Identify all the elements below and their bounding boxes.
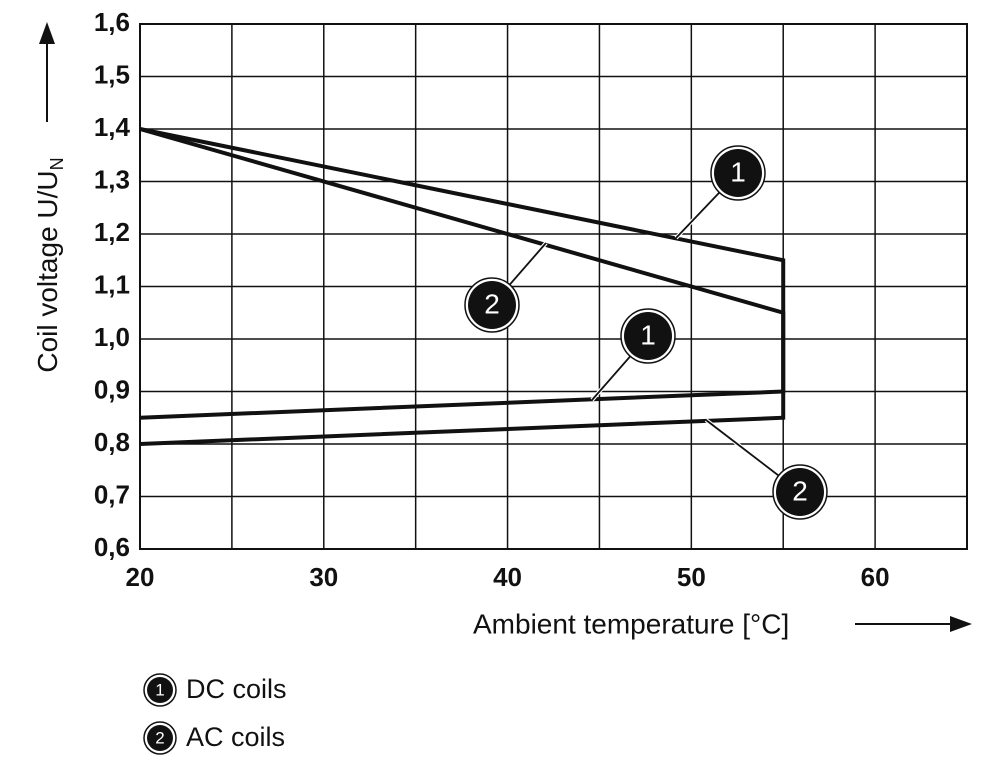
plot-frame [139,23,968,550]
callout-number: 2 [155,728,164,747]
y-tick-label: 1,2 [94,217,130,247]
callout-badge [468,281,516,329]
y-tick-label: 1,6 [94,7,130,37]
callout-badge [147,677,173,703]
callout-number: 1 [155,680,164,699]
y-tick-label: 0,8 [94,427,130,457]
y-tick-label: 1,3 [94,164,130,194]
label-part: Coil voltage U/U [32,170,63,372]
x-tick-label: 50 [677,562,706,592]
y-tick-label: 1,0 [94,322,130,352]
y-axis-label: Coil voltage U/UN [32,157,66,372]
y-tick-label: 0,7 [94,479,130,509]
callout-number: 1 [730,156,746,187]
y-arrowhead [39,22,55,44]
y-tick-label: 1,4 [94,112,131,142]
x-tick-label: 60 [861,562,890,592]
label-part: N [47,157,67,170]
x-tick-label: 40 [493,562,522,592]
y-tick-label: 0,6 [94,532,130,562]
x-axis-label: Ambient temperature [°C] [473,608,789,639]
y-axis-title: Coil voltage U/UN [32,157,66,372]
y-tick-label: 1,5 [94,59,130,89]
callout-badge [147,725,173,751]
y-tick-label: 1,1 [94,269,130,299]
callout-number: 2 [792,475,808,506]
x-tick-label: 20 [126,562,155,592]
callout-badge [624,312,672,360]
series-line [139,127,786,420]
callout-number: 1 [640,319,656,350]
callout-badge [776,468,824,516]
series-line [139,127,786,446]
y-tick-label: 0,9 [94,374,130,404]
legend-label: DC coils [186,674,287,704]
x-arrowhead [950,616,972,632]
callout-badge [714,149,762,197]
callout-number: 2 [484,288,500,319]
x-tick-label: 30 [309,562,338,592]
legend-label: AC coils [186,722,285,752]
